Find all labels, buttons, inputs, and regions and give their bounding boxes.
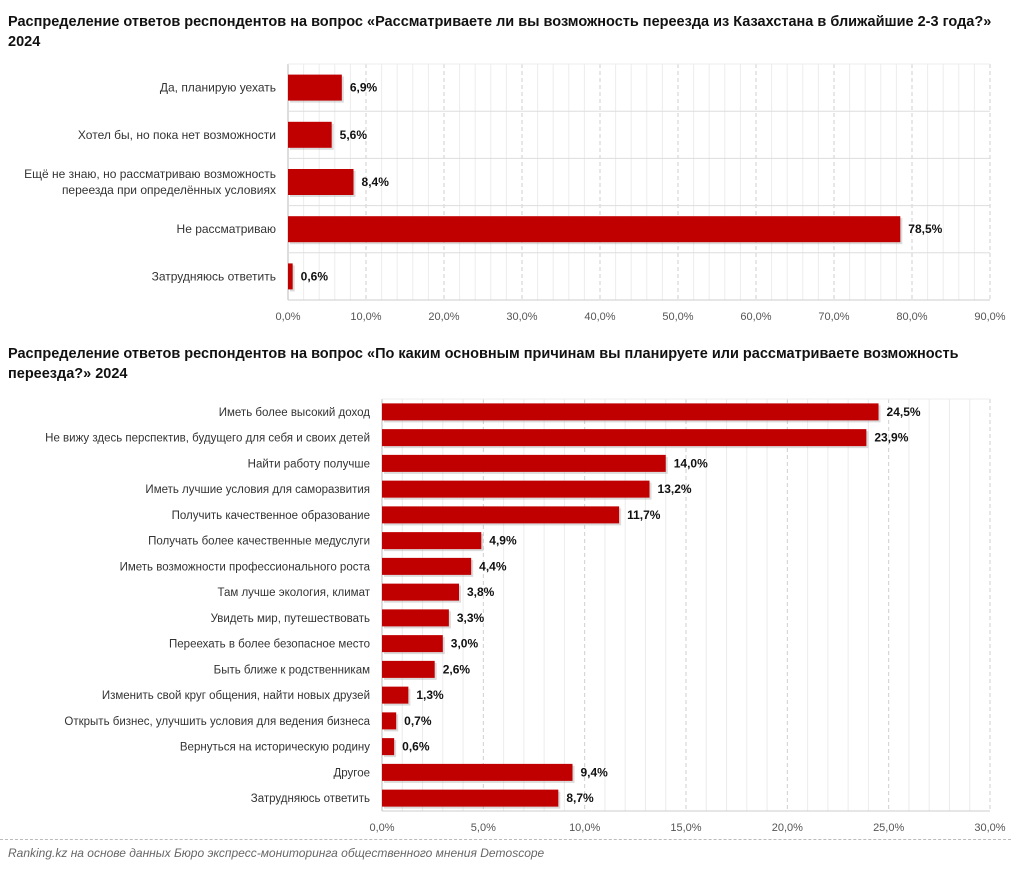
- bar: [382, 532, 482, 550]
- x-tick-label: 40,0%: [584, 311, 615, 323]
- data-label: 5,6%: [340, 128, 368, 142]
- bar: [288, 263, 293, 290]
- x-tick-label: 60,0%: [740, 311, 771, 323]
- data-label: 13,2%: [658, 482, 692, 496]
- category-label: Получать более качественные медуслуги: [148, 536, 370, 548]
- source-note: Ranking.kz на основе данных Бюро экспрес…: [8, 846, 545, 860]
- x-tick-label: 30,0%: [506, 311, 537, 323]
- data-label: 78,5%: [908, 222, 942, 236]
- bar: [382, 712, 397, 730]
- data-label: 11,7%: [627, 508, 661, 522]
- data-label: 2,6%: [443, 662, 471, 676]
- category-label: Ещё не знаю, но рассматриваю возможность: [24, 167, 276, 181]
- x-tick-label: 70,0%: [818, 311, 849, 323]
- divider: [0, 839, 1011, 840]
- data-label: 3,8%: [467, 585, 495, 599]
- category-label: Затрудняюсь ответить: [152, 269, 276, 283]
- x-tick-label: 90,0%: [974, 311, 1005, 323]
- data-label: 4,9%: [489, 534, 517, 548]
- bar: [288, 216, 901, 243]
- data-label: 0,6%: [402, 740, 430, 754]
- category-label: Получить качественное образование: [172, 510, 370, 522]
- bar: [382, 635, 443, 653]
- bar: [382, 583, 460, 601]
- bar: [288, 74, 342, 101]
- category-label: Иметь лучшие условия для саморазвития: [145, 484, 370, 496]
- bar: [382, 403, 879, 421]
- data-label: 0,7%: [404, 714, 432, 728]
- bar: [382, 609, 449, 627]
- data-label: 24,5%: [887, 405, 921, 419]
- x-tick-label: 10,0%: [569, 822, 600, 834]
- category-label: переезда при определённых условиях: [62, 183, 276, 197]
- bar: [382, 686, 409, 704]
- category-label: Быть ближе к родственникам: [214, 664, 370, 676]
- x-tick-label: 20,0%: [772, 822, 803, 834]
- data-label: 8,7%: [566, 791, 594, 805]
- category-label: Хотел бы, но пока нет возможности: [78, 128, 276, 142]
- data-label: 14,0%: [674, 456, 708, 470]
- x-tick-label: 50,0%: [662, 311, 693, 323]
- bar: [288, 121, 332, 148]
- data-label: 0,6%: [301, 269, 329, 283]
- category-label: Не рассматриваю: [177, 222, 276, 236]
- x-tick-label: 25,0%: [873, 822, 904, 834]
- chart1-title: Распределение ответов респондентов на во…: [8, 14, 992, 50]
- category-label: Переехать в более безопасное место: [169, 639, 370, 651]
- x-tick-label: 15,0%: [670, 822, 701, 834]
- bar: [382, 454, 666, 472]
- category-label: Да, планирую уехать: [160, 81, 276, 95]
- category-label: Вернуться на историческую родину: [180, 742, 370, 754]
- category-label: Другое: [333, 767, 370, 779]
- category-label: Открыть бизнес, улучшить условия для вед…: [64, 716, 370, 728]
- data-label: 23,9%: [874, 431, 908, 445]
- x-tick-label: 30,0%: [974, 822, 1005, 834]
- bar: [382, 763, 573, 781]
- data-label: 3,3%: [457, 611, 485, 625]
- category-label: Там лучше экология, климат: [217, 587, 370, 599]
- x-tick-label: 0,0%: [369, 822, 394, 834]
- x-tick-label: 0,0%: [275, 311, 300, 323]
- category-label: Найти работу получше: [248, 458, 370, 470]
- data-label: 3,0%: [451, 637, 479, 651]
- category-label: Увидеть мир, путешествовать: [211, 613, 370, 625]
- bar: [382, 506, 620, 524]
- x-tick-label: 20,0%: [428, 311, 459, 323]
- category-label: Изменить свой круг общения, найти новых …: [102, 690, 370, 702]
- bar: [382, 429, 867, 447]
- data-label: 8,4%: [362, 175, 390, 189]
- x-tick-label: 5,0%: [471, 822, 496, 834]
- x-tick-label: 10,0%: [350, 311, 381, 323]
- bar: [382, 789, 559, 807]
- category-label: Не вижу здесь перспектив, будущего для с…: [45, 433, 370, 445]
- data-label: 9,4%: [581, 765, 609, 779]
- bar: [382, 660, 435, 678]
- data-label: 1,3%: [416, 688, 444, 702]
- category-label: Иметь более высокий доход: [219, 407, 371, 419]
- chart2-title: Распределение ответов респондентов на во…: [8, 346, 959, 382]
- data-label: 4,4%: [479, 559, 507, 573]
- bar: [382, 738, 395, 756]
- bar: [288, 169, 354, 195]
- bar: [382, 557, 472, 575]
- data-label: 6,9%: [350, 81, 378, 95]
- bar: [382, 480, 650, 498]
- category-label: Затрудняюсь ответить: [251, 793, 370, 805]
- x-tick-label: 80,0%: [896, 311, 927, 323]
- category-label: Иметь возможности профессионального рост…: [120, 561, 371, 573]
